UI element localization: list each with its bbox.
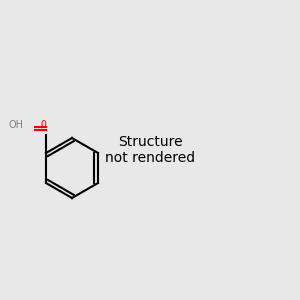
Text: Structure
not rendered: Structure not rendered bbox=[105, 135, 195, 165]
Text: O: O bbox=[40, 120, 46, 130]
Text: OH: OH bbox=[8, 120, 23, 130]
